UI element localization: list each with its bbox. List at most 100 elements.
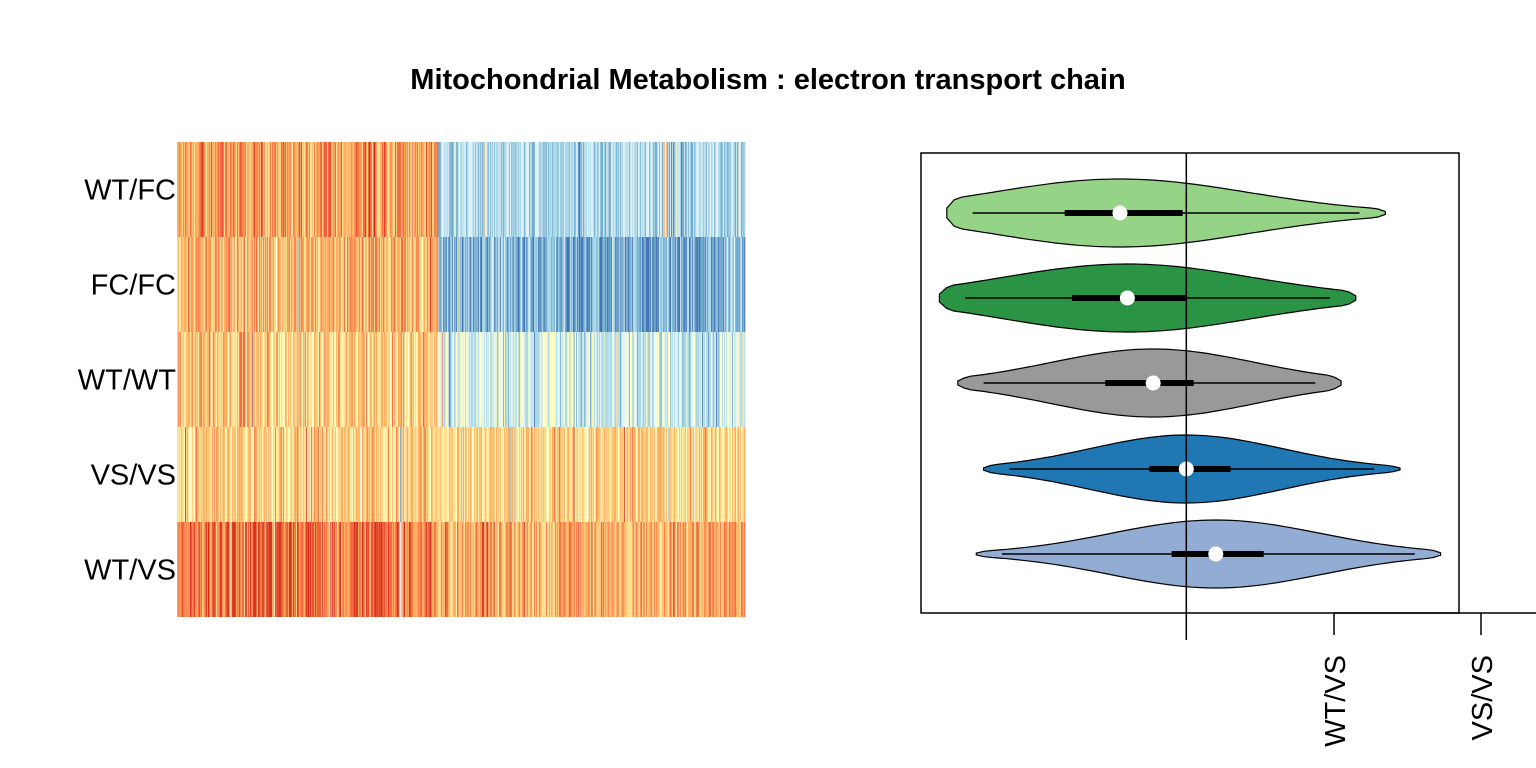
heatmap-cell <box>603 427 605 522</box>
heatmap-cell <box>642 427 644 522</box>
heatmap-cell <box>353 237 356 332</box>
heatmap-cell <box>341 522 343 617</box>
heatmap-cell <box>581 332 583 427</box>
heatmap-cell <box>312 332 314 427</box>
heatmap-cell <box>633 237 635 332</box>
heatmap-cell <box>674 427 676 522</box>
heatmap-cell <box>211 142 214 237</box>
heatmap-cell <box>467 522 469 617</box>
heatmap-cell <box>289 142 291 237</box>
heatmap-cell <box>458 332 460 427</box>
heatmap-cell <box>574 332 576 427</box>
heatmap-cell <box>293 522 296 617</box>
heatmap-cell <box>564 237 566 332</box>
heatmap-cell <box>343 427 345 522</box>
heatmap-cell <box>342 427 344 522</box>
heatmap-cell <box>572 522 574 617</box>
heatmap-cell <box>458 142 460 237</box>
heatmap-cell <box>453 427 455 522</box>
heatmap-cell <box>426 237 428 332</box>
heatmap-cell <box>288 427 291 522</box>
heatmap-cell <box>465 332 468 427</box>
heatmap-cell <box>426 237 429 332</box>
heatmap-cell <box>665 142 667 237</box>
heatmap-cell <box>574 142 576 237</box>
heatmap-cell <box>181 142 184 237</box>
heatmap-cell <box>211 522 214 617</box>
heatmap-cell <box>401 237 403 332</box>
heatmap-cell <box>373 332 375 427</box>
heatmap-cell <box>551 522 553 617</box>
heatmap-cell <box>485 522 487 617</box>
heatmap-cell <box>506 142 508 237</box>
heatmap-cell <box>737 237 739 332</box>
heatmap-cell <box>224 142 227 237</box>
heatmap-cell <box>417 522 420 617</box>
heatmap-cell <box>177 142 179 237</box>
heatmap-cell <box>652 237 654 332</box>
heatmap-cell <box>499 332 501 427</box>
heatmap-cell <box>481 522 483 617</box>
heatmap-cell <box>264 237 266 332</box>
heatmap-cell <box>529 237 532 332</box>
heatmap-cell <box>448 142 450 237</box>
heatmap-cell <box>435 332 438 427</box>
heatmap-cell <box>442 427 444 522</box>
heatmap-cell <box>345 427 347 522</box>
heatmap-cell <box>264 142 266 237</box>
heatmap-cell <box>455 522 457 617</box>
heatmap-cell <box>526 142 528 237</box>
heatmap-cell <box>396 427 399 522</box>
heatmap-cell <box>278 237 280 332</box>
heatmap-cell <box>595 522 597 617</box>
heatmap-cell <box>330 142 332 237</box>
heatmap-cell <box>301 522 303 617</box>
heatmap-cell <box>495 142 498 237</box>
heatmap-cell <box>250 522 252 617</box>
heatmap-cell <box>254 427 256 522</box>
heatmap-cell <box>278 142 280 237</box>
heatmap-cell <box>691 427 693 522</box>
heatmap-cell <box>387 332 390 427</box>
heatmap-cell <box>244 142 246 237</box>
heatmap-cell <box>568 427 570 522</box>
heatmap-cell <box>231 142 233 237</box>
heatmap-cell <box>574 522 576 617</box>
heatmap-cell <box>571 332 573 427</box>
heatmap-cell <box>670 332 672 427</box>
heatmap-cell <box>743 427 745 522</box>
heatmap-cell <box>734 332 736 427</box>
heatmap-cell <box>182 522 184 617</box>
heatmap-cell <box>220 522 222 617</box>
heatmap-cell <box>426 522 428 617</box>
heatmap-cell <box>568 332 570 427</box>
heatmap-cell <box>577 142 580 237</box>
heatmap-cell <box>503 332 505 427</box>
heatmap-cell <box>535 142 537 237</box>
heatmap-cell <box>672 142 674 237</box>
heatmap-cell <box>447 142 449 237</box>
heatmap-cell <box>311 332 313 427</box>
heatmap-cell <box>351 427 353 522</box>
heatmap-cell <box>426 522 429 617</box>
heatmap-cell <box>594 427 596 522</box>
heatmap-cell <box>495 522 497 617</box>
heatmap-cell <box>611 427 613 522</box>
heatmap-cell <box>443 427 445 522</box>
heatmap-cell <box>547 522 549 617</box>
heatmap-cell <box>249 427 251 522</box>
heatmap-cell <box>398 427 400 522</box>
heatmap-cell <box>715 332 717 427</box>
heatmap-cell <box>657 522 659 617</box>
heatmap-cell <box>198 237 201 332</box>
heatmap-cell <box>258 427 261 522</box>
heatmap-cell <box>529 237 531 332</box>
heatmap-cell <box>722 427 724 522</box>
heatmap-cell <box>485 427 487 522</box>
heatmap-cell <box>648 332 650 427</box>
heatmap-cell <box>701 142 704 237</box>
heatmap-cell <box>588 427 590 522</box>
heatmap-cell <box>467 142 469 237</box>
heatmap-cell <box>498 142 500 237</box>
heatmap-cell <box>693 427 696 522</box>
